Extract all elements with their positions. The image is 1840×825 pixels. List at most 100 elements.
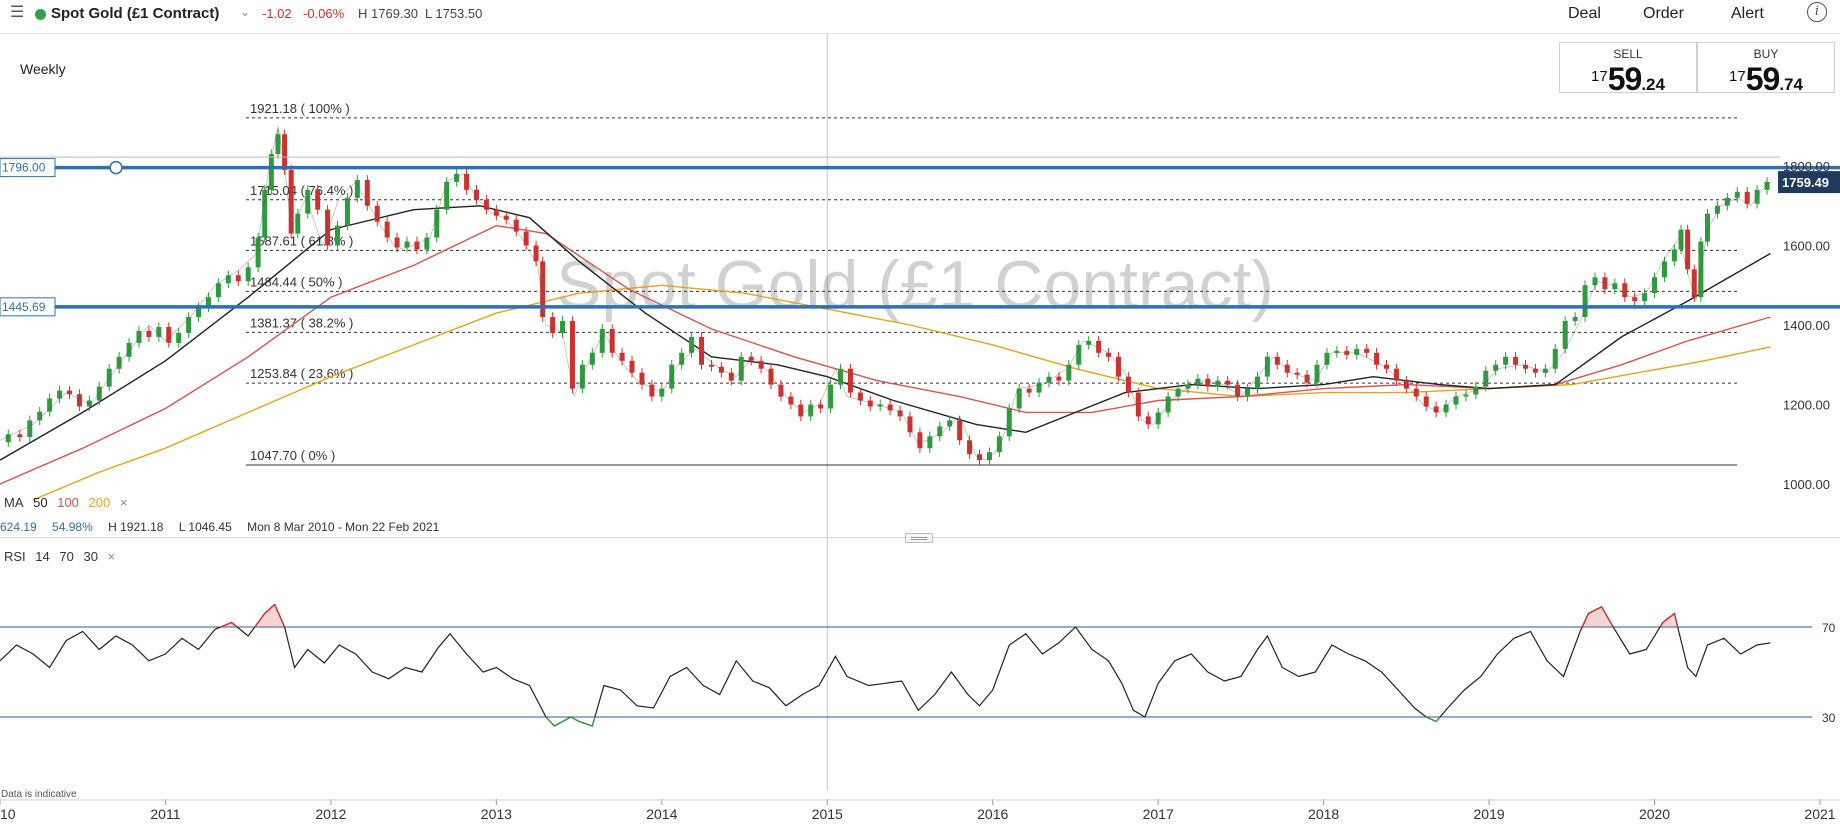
candle-up (1066, 364, 1072, 381)
chevron-down-icon[interactable]: ⌄ (240, 5, 251, 19)
candle-up (404, 241, 410, 248)
info-icon[interactable]: i (1807, 2, 1827, 22)
candle-down (1364, 348, 1370, 353)
close-ma-icon[interactable]: × (119, 495, 128, 510)
candle-down (897, 410, 903, 417)
candle-up (454, 173, 460, 182)
candle-up (1185, 384, 1191, 389)
candle-down (1632, 297, 1638, 302)
deal-button[interactable]: Deal (1568, 5, 1601, 22)
candle-down (1205, 378, 1211, 387)
candle-down (1522, 364, 1528, 369)
candle-up (927, 436, 933, 449)
sell-price-button[interactable]: SELL 1759.24 (1559, 42, 1697, 97)
x-axis-tick-label: 2011 (150, 806, 180, 822)
candle-up (205, 297, 211, 308)
candle-up (1324, 352, 1330, 365)
fib-level-label: 1047.70 ( 0% ) (250, 448, 335, 463)
y-axis-tick-label: 1800.00 (1783, 159, 1830, 174)
candle-up (268, 154, 274, 190)
sell-label: SELL (1613, 47, 1643, 61)
last-price-value: 1759.49 (1782, 175, 1829, 190)
candle-up (1165, 396, 1171, 413)
hamburger-menu-icon[interactable]: ☰ (10, 4, 25, 21)
candle-up (1314, 364, 1320, 383)
timeframe-label[interactable]: Weekly (20, 61, 66, 77)
horizontal-line-label: 1445.69 (2, 300, 46, 314)
rsi-upper: 70 (59, 549, 74, 564)
candle-down (619, 352, 625, 361)
fibonacci-retracement[interactable]: 1921.18 ( 100% )1715.04 ( 76.4% )1587.61… (246, 101, 1737, 466)
data-disclaimer: Data is indicative (1, 789, 77, 800)
candle-up (1006, 408, 1012, 437)
candle-up (996, 436, 1002, 453)
candlestick-series (0, 126, 1771, 465)
candle-up (215, 283, 221, 298)
x-axis-tick-label: 2016 (977, 806, 1008, 822)
candle-up (947, 420, 953, 427)
candle-up (1076, 344, 1082, 365)
fib-level-label: 1484.44 ( 50% ) (250, 274, 343, 289)
candle-up (1334, 350, 1340, 353)
candle-down (907, 416, 913, 433)
ma-label: MA (4, 495, 24, 510)
candle-up (196, 307, 202, 318)
candle-down (1393, 368, 1399, 381)
candle-down (778, 384, 784, 397)
candle-up (96, 386, 102, 401)
pane-resize-handle[interactable] (905, 533, 933, 543)
candle-down (967, 440, 973, 455)
buy-price-button[interactable]: BUY 1759.74 (1697, 42, 1835, 97)
candle-up (1552, 348, 1558, 369)
candle-down (483, 199, 489, 210)
candle-down (533, 245, 539, 262)
candle-up (669, 364, 675, 389)
stat-value-1: 624.19 (0, 520, 37, 534)
candle-up (1245, 388, 1251, 397)
close-rsi-icon[interactable]: × (107, 549, 116, 564)
candle-up (1463, 394, 1469, 397)
candle-up (354, 179, 360, 198)
candle-down (17, 434, 23, 438)
candle-down (1294, 372, 1300, 375)
ma-legend[interactable]: MA 50 100 200 × (4, 495, 133, 510)
candle-up (560, 321, 566, 333)
ma200-label: 200 (88, 495, 111, 510)
rsi-legend[interactable]: RSI 14 70 30 × (4, 549, 121, 564)
candle-up (434, 209, 440, 238)
candle-down (788, 396, 794, 405)
price-chart[interactable]: Spot Gold (£1 Contract) 1921.18 ( 100% )… (0, 34, 1840, 825)
instrument-name[interactable]: Spot Gold (£1 Contract) (51, 5, 220, 22)
candle-down (550, 317, 556, 333)
stat-high: H 1921.18 (108, 520, 164, 534)
candle-up (126, 342, 132, 357)
candle-down (1433, 406, 1439, 413)
candle-up (1592, 277, 1598, 286)
candle-up (1678, 229, 1684, 250)
candle-up (1724, 197, 1730, 206)
candle-up (1503, 356, 1509, 365)
candle-up (689, 336, 695, 353)
candle-up (1734, 191, 1740, 198)
candle-down (1423, 396, 1429, 407)
market-open-status-icon (35, 9, 46, 20)
candle-down (887, 404, 893, 411)
horizontal-lines[interactable]: 1796.00 1445.69 (0, 158, 1840, 317)
candle-down (639, 372, 645, 385)
candle-up (176, 332, 182, 343)
fib-level-label: 1921.18 ( 100% ) (250, 101, 350, 116)
candle-down (867, 400, 873, 407)
candle-up (27, 420, 33, 438)
candle-up (424, 237, 430, 250)
fib-level-label: 1715.04 ( 76.4% ) (250, 183, 353, 198)
y-axis-tick-label: 1200.00 (1783, 398, 1830, 413)
candle-down (1374, 352, 1380, 365)
candle-down (917, 432, 923, 449)
candle-up (255, 237, 261, 268)
order-button[interactable]: Order (1643, 5, 1684, 22)
chart-stats: 624.19 54.98% H 1921.18 L 1046.45 Mon 8 … (0, 520, 445, 534)
alert-button[interactable]: Alert (1731, 5, 1764, 22)
fib-level-label: 1253.84 ( 23.6% ) (250, 366, 353, 381)
candle-up (5, 434, 11, 443)
candle-down (493, 209, 499, 216)
